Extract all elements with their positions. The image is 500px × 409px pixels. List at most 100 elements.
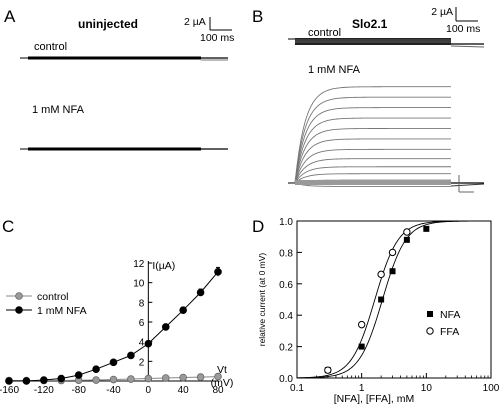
- nfa-point: [378, 296, 385, 303]
- ffa-point: [324, 366, 332, 374]
- panel-c-legend: control 1 mM NFA: [6, 291, 87, 317]
- y-tick-label: 2: [139, 357, 145, 368]
- nfa-sweep-9: [294, 107, 451, 184]
- data-point: [92, 376, 100, 384]
- legend-marker-0: [15, 292, 23, 300]
- nfa-holding-band: [295, 180, 451, 185]
- data-point: [127, 351, 135, 360]
- nfa-point: [389, 268, 396, 275]
- data-point: [22, 377, 31, 385]
- y-tick-label: 0.0: [279, 374, 293, 385]
- panel-b-title: Slo2.1: [352, 17, 388, 31]
- nfa-sweep-3: [294, 166, 451, 184]
- legend-label-1: 1 mM NFA: [37, 305, 87, 317]
- nfa-sweep-6: [294, 138, 451, 184]
- plot-frame: [296, 220, 492, 379]
- y-axis-label: relative current (at 0 mV): [257, 253, 267, 347]
- x-tick-label: 1: [359, 383, 365, 394]
- legend-marker-1: [15, 306, 23, 314]
- nfa-tail-current: [450, 183, 485, 187]
- ffa-point: [377, 270, 385, 279]
- nfa-sweep-7: [294, 128, 451, 184]
- x-tick-label: 100: [483, 383, 500, 394]
- nfa-sweep-0: [294, 182, 451, 187]
- data-point: [179, 373, 187, 382]
- data-point: [179, 306, 187, 315]
- y-tick-label: 12: [133, 259, 145, 270]
- data-point: [196, 373, 205, 381]
- x-tick-label: 80: [212, 385, 224, 396]
- nfa-sweep-11: [294, 86, 451, 184]
- x-tick-label: 0: [146, 385, 152, 396]
- panel-b-control-label: control: [308, 27, 341, 39]
- x-axis-unit: (mV): [211, 377, 234, 389]
- x-tick-label: -120: [34, 385, 54, 396]
- data-point: [74, 371, 83, 379]
- ffa-point: [357, 320, 366, 329]
- data-point: [57, 374, 66, 383]
- data-point: [196, 288, 205, 297]
- legend-marker-1: [426, 327, 434, 335]
- panel-b-scale-time: 100 ms: [446, 23, 480, 35]
- nfa-sweep-5: [294, 148, 451, 184]
- panel-d-legend: NFA FFA: [426, 309, 460, 338]
- panel-d-axes: 0.1 1 10 100 0.0 0.2 0.4 0.6 0.8 1.0 [NFA], [FFA],…: [257, 217, 500, 405]
- panel-a-control-label: control: [34, 41, 67, 53]
- ffa-point: [388, 248, 397, 257]
- data-point: [214, 268, 222, 276]
- nfa-point: [358, 343, 365, 350]
- data-point: [144, 339, 153, 348]
- legend-label-0: control: [37, 291, 69, 303]
- data-point: [214, 372, 222, 381]
- y-tick-label: 0.8: [279, 248, 293, 259]
- y-tick-label: 1.0: [279, 217, 293, 228]
- data-point: [109, 358, 118, 367]
- data-point: [127, 375, 135, 383]
- x-tick-label: 0.1: [290, 383, 304, 394]
- panel-b-nfa-label: 1 mM NFA: [308, 64, 361, 76]
- data-point: [5, 377, 13, 385]
- y-axis-label: I(µA): [152, 260, 175, 272]
- panel-a: A uninjected 2 µA 100 ms control 1 mM NF…: [4, 7, 234, 151]
- nfa-sweep-8: [294, 117, 451, 184]
- panel-b-letter: B: [252, 7, 263, 26]
- data-point: [161, 374, 170, 382]
- nfa-sweep-10: [294, 96, 451, 184]
- legend-label-1: FFA: [440, 326, 459, 338]
- panel-b-scale-current: 2 µA: [431, 6, 453, 18]
- panel-d: D 0.1 1 10 100 0.0 0.2 0.4 0.6 0.8 1.0 [NFA], [FFA…: [252, 217, 500, 405]
- data-point: [144, 374, 153, 383]
- fit-curve-1: [296, 220, 491, 379]
- ffa-point: [403, 228, 411, 236]
- y-tick-label: 4: [139, 338, 145, 349]
- panel-a-scale-bar: [209, 17, 232, 31]
- x-tick-label: 40: [178, 385, 190, 396]
- x-axis-label: [NFA], [FFA], mM: [334, 393, 415, 405]
- y-tick-label: 8: [139, 298, 145, 309]
- panel-b-inner-scale: [458, 175, 474, 193]
- y-tick-label: 6: [139, 318, 145, 329]
- panel-a-letter: A: [4, 7, 16, 26]
- panel-b: B Slo2.1 2 µA 100 ms control 1 mM NFA: [252, 6, 485, 193]
- x-tick-label: -80: [71, 385, 86, 396]
- data-point: [92, 365, 100, 374]
- panel-a-control-trace: [20, 56, 228, 61]
- nfa-point: [403, 236, 410, 243]
- nfa-sweep-4: [294, 158, 451, 184]
- panel-d-letter: D: [252, 217, 264, 236]
- panel-a-scale-current: 2 µA: [184, 16, 206, 28]
- data-point: [109, 375, 118, 384]
- y-tick-label: 0.2: [279, 343, 293, 354]
- x-tick-label: -160: [0, 385, 19, 396]
- x-axis-label: Vt: [217, 364, 227, 376]
- nfa-sweep-2: [294, 173, 451, 184]
- nfa-point: [423, 225, 430, 232]
- y-tick-label: 0.4: [279, 311, 293, 322]
- data-point: [40, 376, 48, 384]
- x-tick-label: -40: [106, 385, 121, 396]
- panel-a-nfa-label: 1 mM NFA: [32, 104, 85, 116]
- panel-c-letter: C: [2, 217, 14, 236]
- data-point: [161, 323, 170, 331]
- y-tick-label: 10: [133, 279, 145, 290]
